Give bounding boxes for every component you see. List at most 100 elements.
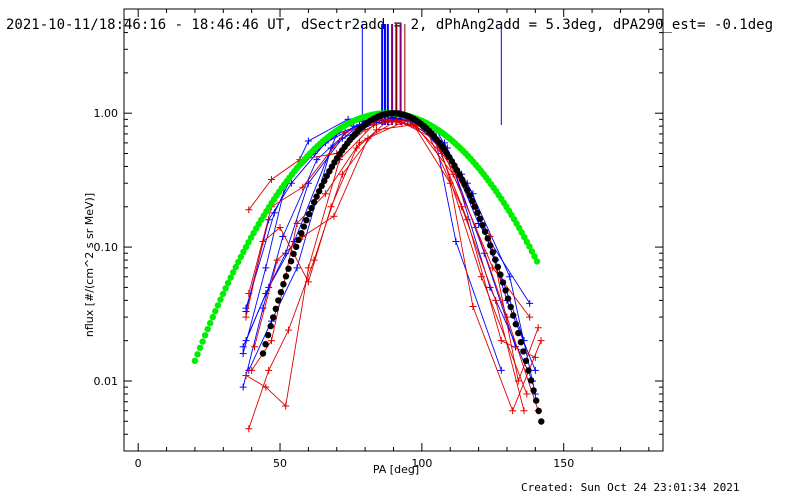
model-point (525, 367, 532, 374)
model-point (515, 329, 522, 337)
y-tick-label: 1.00 (94, 107, 119, 120)
data-point (262, 383, 270, 391)
model-point (461, 181, 468, 188)
model-point (538, 418, 545, 425)
series-9 (245, 121, 545, 433)
model-point (232, 263, 239, 271)
data-point (497, 366, 505, 374)
data-point (239, 383, 247, 391)
model-point (285, 265, 292, 272)
data-point (299, 183, 307, 191)
model-curves (191, 110, 545, 425)
data-point (282, 402, 290, 410)
data-point (341, 128, 349, 136)
data-point (520, 407, 528, 415)
y-tick-label: 0.10 (94, 241, 119, 254)
data-point (526, 299, 534, 307)
model-point (527, 377, 535, 384)
data-point (506, 273, 514, 281)
axes: 0 50 100 150 0.01 0.10 1.00 (94, 8, 664, 470)
model-point (499, 279, 507, 286)
data-point (242, 371, 250, 379)
data-point (293, 264, 301, 272)
model-point (492, 256, 499, 263)
model-point (504, 295, 512, 302)
model-point (520, 348, 527, 355)
model-point (240, 248, 247, 256)
model-point (287, 258, 295, 265)
data-point (279, 232, 287, 240)
model-point (512, 321, 519, 328)
data-point (245, 425, 253, 433)
data-point (262, 264, 270, 272)
model-point (535, 407, 542, 415)
model-point (214, 302, 222, 309)
model-point (533, 258, 541, 265)
series-line (248, 118, 502, 371)
created-timestamp: Created: Sun Oct 24 23:01:34 2021 (521, 481, 740, 494)
model-point (201, 332, 209, 339)
data-point (531, 353, 539, 361)
model-point (474, 209, 481, 216)
model-point (217, 296, 224, 303)
model-point (282, 273, 290, 280)
model-point (270, 314, 277, 321)
model-point (209, 313, 216, 321)
model-point (522, 357, 530, 365)
model-point (259, 350, 267, 357)
data-point (477, 273, 485, 281)
model-point (494, 263, 502, 271)
data-point (463, 216, 471, 224)
model-point (521, 233, 528, 241)
data-point (293, 220, 301, 228)
model-point (245, 239, 252, 246)
series-8 (242, 117, 528, 415)
data-point (364, 134, 372, 142)
model-point (497, 271, 504, 278)
model-point (293, 243, 300, 250)
data-point (503, 313, 511, 321)
model-point (464, 186, 471, 194)
data-point (469, 303, 477, 310)
x-tick-label: 150 (553, 457, 574, 470)
model-point (308, 204, 315, 212)
x-tick-label: 0 (135, 457, 142, 470)
model-point (316, 188, 323, 195)
data-point (526, 313, 534, 321)
model-point (280, 281, 287, 288)
model-point (471, 203, 479, 210)
model-point (459, 176, 466, 183)
model-point (526, 243, 533, 250)
model-point (323, 172, 330, 180)
data-point (449, 170, 457, 178)
model-point (476, 215, 484, 222)
data-point (304, 137, 312, 145)
model-point (523, 238, 530, 245)
data-point (239, 343, 247, 351)
data-point (310, 256, 318, 264)
model-point (528, 248, 536, 255)
model-point (466, 192, 473, 199)
model-point (303, 217, 310, 224)
data-point (531, 366, 539, 374)
data-point (248, 366, 256, 374)
model-point (456, 171, 463, 179)
data-point (285, 326, 293, 334)
model-point (224, 279, 232, 287)
data-point (239, 350, 247, 358)
model-curve-black (259, 110, 545, 425)
model-point (219, 290, 227, 298)
y-axis-label: nflux [#/(cm^2 s sr MeV)] (83, 193, 96, 337)
model-point (300, 223, 308, 230)
y-tick-label: 0.01 (94, 375, 119, 388)
model-point (487, 242, 494, 249)
data-point (355, 139, 363, 147)
model-point (502, 287, 509, 294)
data-point (452, 238, 460, 246)
data-point (273, 256, 281, 264)
data-point (523, 390, 531, 398)
vertical-markers (361, 24, 502, 125)
x-tick-label: 100 (411, 457, 432, 470)
data-point (276, 224, 284, 232)
